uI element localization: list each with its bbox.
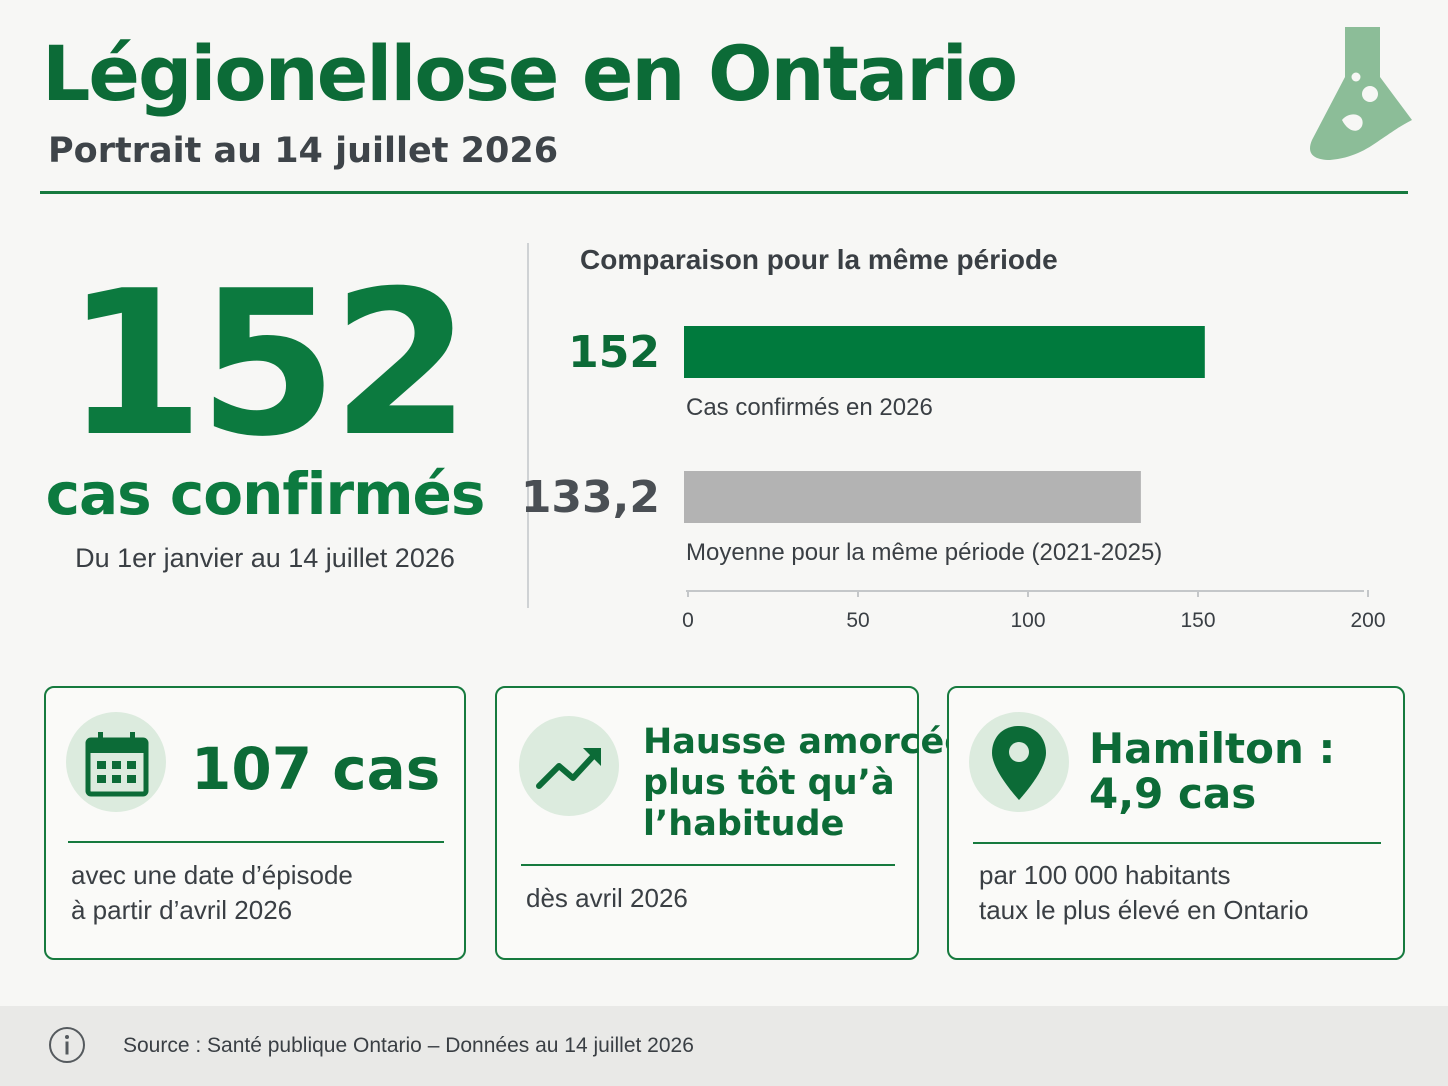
comparison-bar-chart: 152 Cas confirmés en 2026 133,2 Moyenne pou… bbox=[521, 326, 1386, 632]
x-tick-label-1: 50 bbox=[846, 609, 869, 632]
bar-value-label-0: 152 bbox=[568, 327, 660, 378]
card-trend: Hausse amorcée plus tôt qu’à l’habitude … bbox=[495, 686, 968, 960]
card-hamilton-divider bbox=[973, 842, 1381, 844]
card-hamilton: Hamilton : 4,9 cas par 100 000 habitants… bbox=[947, 686, 1405, 960]
footer: Source : Santé publique Ontario – Donnée… bbox=[0, 1006, 1448, 1086]
map-pin-icon-badge bbox=[969, 712, 1069, 812]
trending-up-icon bbox=[536, 748, 601, 789]
header-divider bbox=[40, 191, 1408, 194]
bar-0 bbox=[684, 326, 1205, 378]
card-trend-text: dès avril 2026 bbox=[526, 883, 688, 913]
card-hamilton-headline: Hamilton : 4,9 cas bbox=[1089, 724, 1336, 819]
x-tick-label-4: 200 bbox=[1350, 609, 1385, 632]
chart-title: Comparaison pour la même période bbox=[580, 244, 1058, 275]
calendar-icon-badge bbox=[66, 712, 166, 812]
confirmed-cases-period: Du 1er janvier au 14 juillet 2026 bbox=[75, 543, 455, 573]
bar-category-label-1: Moyenne pour la même période (2021-2025) bbox=[686, 539, 1162, 566]
card-episode-divider bbox=[68, 841, 444, 843]
x-tick-label-2: 100 bbox=[1010, 609, 1045, 632]
card-episode-date: 107 cas avec une date d’épisode à partir… bbox=[44, 686, 466, 960]
bar-1 bbox=[684, 471, 1141, 523]
card-episode-headline: 107 cas bbox=[191, 735, 441, 803]
page-title: Légionellose en Ontario bbox=[42, 29, 1018, 118]
card-hamilton-text: par 100 000 habitants taux le plus élevé… bbox=[979, 860, 1309, 925]
confirmed-cases-number: 152 bbox=[65, 248, 470, 481]
calendar-icon bbox=[85, 732, 149, 797]
source-note: Source : Santé publique Ontario – Donnée… bbox=[123, 1034, 694, 1057]
flask-icon bbox=[1310, 27, 1412, 160]
card-trend-divider bbox=[521, 864, 895, 866]
info-icon bbox=[49, 1027, 85, 1063]
trending-up-icon-badge bbox=[519, 716, 619, 816]
x-tick-label-3: 150 bbox=[1180, 609, 1215, 632]
confirmed-cases-label: cas confirmés bbox=[45, 460, 486, 528]
page-subtitle: Portrait au 14 juillet 2026 bbox=[48, 131, 559, 171]
bar-value-label-1: 133,2 bbox=[521, 472, 660, 523]
section-divider bbox=[527, 243, 529, 608]
map-pin-icon bbox=[992, 726, 1046, 800]
card-trend-headline: Hausse amorcée plus tôt qu’à l’habitude bbox=[643, 722, 969, 844]
x-tick-label-0: 0 bbox=[682, 609, 694, 632]
bar-category-label-0: Cas confirmés en 2026 bbox=[686, 394, 933, 421]
card-episode-text: avec une date d’épisode à partir d’avril… bbox=[71, 860, 353, 925]
